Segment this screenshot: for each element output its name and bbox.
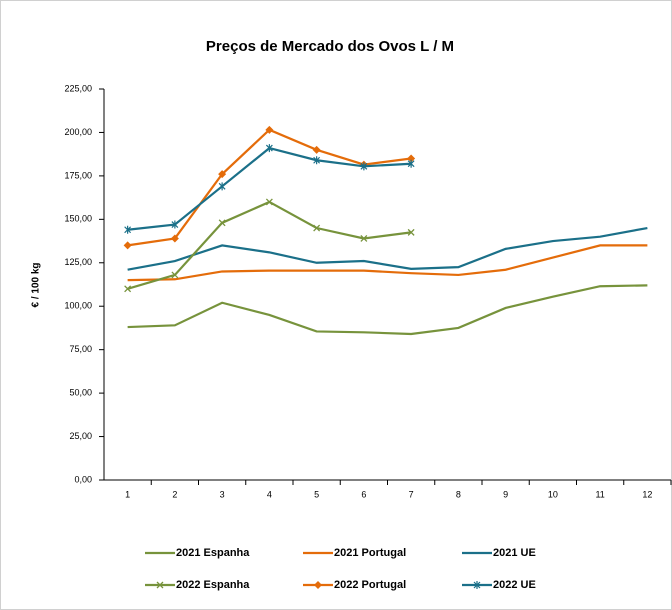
x-tick-label: 2 <box>172 489 177 499</box>
marker <box>265 125 274 134</box>
marker <box>124 285 132 293</box>
x-tick-label: 5 <box>314 489 319 499</box>
y-tick-label: 150,00 <box>64 214 92 224</box>
marker <box>314 581 322 589</box>
x-tick-label: 3 <box>220 489 225 499</box>
y-axis-label: € / 100 kg <box>31 262 42 307</box>
marker <box>360 234 368 242</box>
marker <box>156 581 164 589</box>
y-tick-label: 25,00 <box>69 431 92 441</box>
marker <box>473 581 481 589</box>
marker <box>265 144 273 153</box>
x-tick-label: 12 <box>642 489 652 499</box>
marker <box>360 162 368 171</box>
legend-label: 2022 Portugal <box>334 579 406 591</box>
y-tick-label: 50,00 <box>69 387 92 397</box>
x-tick-label: 9 <box>503 489 508 499</box>
y-tick-label: 0,00 <box>74 474 92 484</box>
marker <box>265 198 273 206</box>
y-tick-label: 100,00 <box>64 301 92 311</box>
legend-label: 2021 Portugal <box>334 547 406 559</box>
y-tick-label: 225,00 <box>64 83 92 93</box>
marker <box>313 224 321 232</box>
marker <box>407 159 415 168</box>
marker <box>171 271 179 279</box>
marker <box>124 225 132 234</box>
x-tick-label: 1 <box>125 489 130 499</box>
marker <box>218 219 226 227</box>
legend-label: 2022 Espanha <box>176 579 250 591</box>
series-line <box>127 226 648 271</box>
series-line <box>127 284 648 336</box>
series-line <box>127 146 412 231</box>
y-tick-label: 75,00 <box>69 344 92 354</box>
legend-label: 2022 UE <box>493 579 536 591</box>
x-tick-label: 6 <box>361 489 366 499</box>
marker <box>407 154 416 163</box>
y-tick-label: 200,00 <box>64 127 92 137</box>
legend-label: 2021 UE <box>493 547 536 559</box>
legend-label: 2021 Espanha <box>176 547 250 559</box>
x-tick-label: 10 <box>548 489 558 499</box>
y-tick-label: 125,00 <box>64 257 92 267</box>
chart-title: Preços de Mercado dos Ovos L / M <box>206 38 454 55</box>
x-tick-label: 7 <box>409 489 414 499</box>
series-line <box>127 200 412 290</box>
marker <box>170 234 179 243</box>
y-tick-label: 175,00 <box>64 170 92 180</box>
marker <box>313 156 321 165</box>
marker <box>312 145 321 154</box>
marker <box>123 241 132 250</box>
marker <box>171 220 179 229</box>
marker <box>218 170 227 179</box>
marker <box>407 228 415 236</box>
x-tick-label: 11 <box>595 489 604 499</box>
marker <box>218 182 226 191</box>
x-tick-label: 8 <box>456 489 461 499</box>
series-line <box>127 244 648 282</box>
x-tick-label: 4 <box>267 489 272 499</box>
